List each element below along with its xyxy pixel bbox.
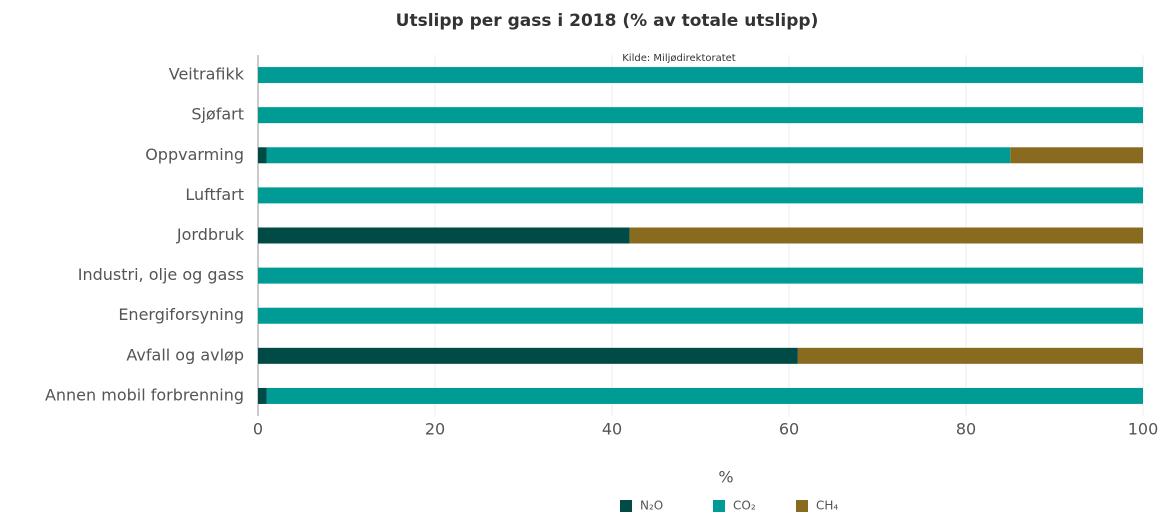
bar-segment <box>258 347 798 364</box>
legend-swatch <box>796 500 808 512</box>
x-tick-label: 100 <box>1128 420 1159 439</box>
bar-segment <box>258 267 1143 284</box>
y-tick-label: Jordbruk <box>176 225 245 244</box>
bar-segment <box>797 347 1143 364</box>
y-tick-label: Sjøfart <box>191 105 244 124</box>
legend-label: CO₂ <box>733 499 756 513</box>
chart-title: Utslipp per gass i 2018 (% av totale uts… <box>396 11 819 31</box>
x-tick-label: 0 <box>253 420 263 439</box>
legend-label: CH₄ <box>816 499 838 513</box>
bar-segment <box>258 307 1143 324</box>
bar-segment <box>258 107 1143 124</box>
y-tick-label: Energiforsyning <box>118 305 244 324</box>
legend-label: N₂O <box>640 499 663 513</box>
y-tick-label: Veitrafikk <box>169 65 245 84</box>
bar-segment <box>266 387 1144 404</box>
x-tick-label: 80 <box>956 420 976 439</box>
source: Kilde: Miljødirektoratet <box>622 53 736 64</box>
bar-segment <box>266 147 1011 164</box>
bar-segment <box>1010 147 1143 164</box>
y-tick-label: Annen mobil forbrenning <box>45 385 244 404</box>
bar-segment <box>629 227 1143 244</box>
y-tick-label: Avfall og avløp <box>126 345 244 364</box>
y-tick-label: Oppvarming <box>145 145 244 164</box>
y-tick-label: Luftfart <box>185 185 244 204</box>
y-tick-label: Industri, olje og gass <box>78 265 244 284</box>
bar-segment <box>258 227 630 244</box>
x-tick-label: 20 <box>425 420 445 439</box>
x-tick-label: 60 <box>779 420 799 439</box>
legend-swatch <box>713 500 725 512</box>
bar-segment <box>258 67 1143 84</box>
x-axis-label: % <box>718 468 733 487</box>
legend-swatch <box>620 500 632 512</box>
bar-segment <box>258 387 267 404</box>
bar-segment <box>258 187 1143 204</box>
x-tick-label: 40 <box>602 420 622 439</box>
bar-segment <box>258 147 267 164</box>
